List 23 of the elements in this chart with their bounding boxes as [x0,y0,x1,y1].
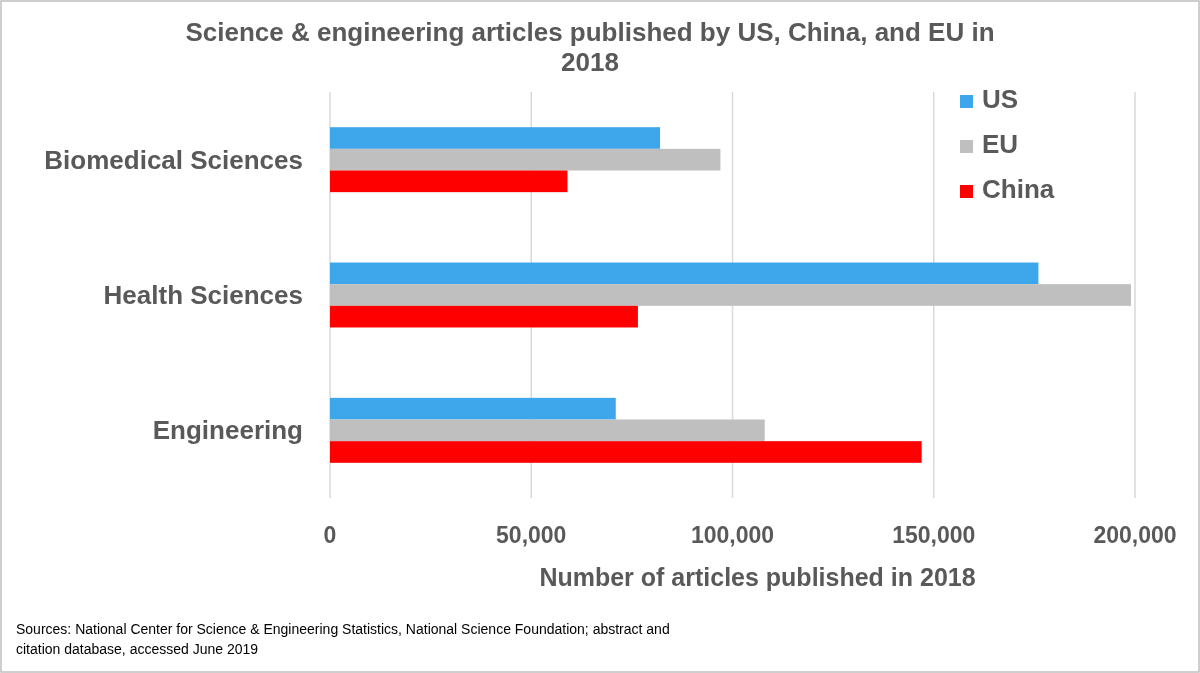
y-tick-label: Engineering [152,415,303,446]
x-tick-label: 100,000 [690,522,775,548]
bar [330,419,765,442]
x-tick-label: 0 [323,522,337,548]
x-tick-label: 50,000 [496,522,567,548]
x-axis-title: Number of articles published in 2018 [539,563,976,591]
source-note: Sources: National Center for Science & Engineering Statistics, National Science Foundation; abstract and citation database, accessed June 2019 [16,621,670,657]
x-tick-label: 200,000 [1093,522,1177,548]
x-tick-label: 150,000 [892,522,976,548]
legend-label: EU [982,129,1019,159]
bar [330,397,616,420]
y-tick-label: Health Sciences [103,280,303,310]
bar [330,284,1131,306]
bar [330,305,638,328]
chart-title: Science & engineering articles published by US, China, and EU in 2018 [185,17,995,77]
legend-label: US [982,84,1019,114]
bar [330,148,721,171]
bar [330,170,568,193]
bar [330,262,1039,285]
y-tick-label: Biomedical Sciences [44,144,303,175]
legend-label: China [982,174,1055,204]
bar [330,127,661,149]
bar [330,441,922,463]
